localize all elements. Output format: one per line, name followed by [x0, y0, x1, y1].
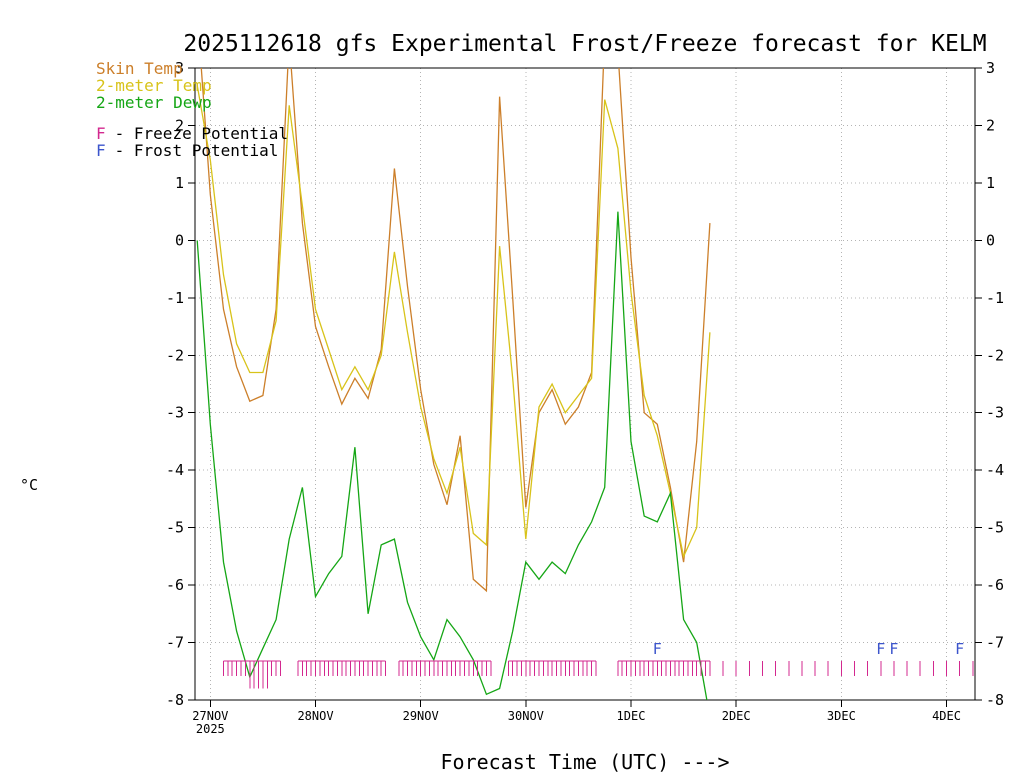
y-tick-label-right: -5 — [986, 519, 1004, 537]
x-tick-label: 27NOV — [192, 709, 228, 723]
freeze-potential-ticks — [222, 660, 974, 689]
x-tick-label: 1DEC — [617, 709, 646, 723]
legend-freeze-potential: F - Freeze Potential — [96, 125, 288, 142]
2-meter-temp-line — [196, 85, 711, 559]
y-tick-label-right: 1 — [986, 174, 995, 192]
frost-potential-F: F — [653, 640, 662, 658]
y-tick-label-left: 0 — [175, 231, 184, 249]
legend-spacer — [96, 111, 288, 125]
frost-potential-F: F — [889, 640, 898, 658]
x-axis-title: Forecast Time (UTC) ---> — [440, 750, 730, 774]
y-tick-label-left: 1 — [175, 174, 184, 192]
legend-skin-temp-label: Skin Temp — [96, 59, 183, 78]
plot-border — [194, 67, 976, 701]
y-tick-label-right: 3 — [986, 59, 995, 77]
y-tick-label-left: -5 — [166, 519, 184, 537]
legend: Skin Temp 2-meter Temp 2-meter Dewp F - F… — [96, 60, 288, 159]
series-lines — [196, 68, 711, 700]
y-tick-label-right: -7 — [986, 634, 1004, 652]
x-tick-label: 4DEC — [932, 709, 961, 723]
y-axis-labels: 3 3 2 2 1 1 0 0 -1 -1 -2 -2 -3 -3 -4 -4 -5 -5 -6 -6 -7 -7 -8 -8 — [166, 59, 1004, 709]
legend-frost-potential: F - Frost Potential — [96, 142, 288, 159]
y-tick-label-right: -3 — [986, 404, 1004, 422]
x-tick-label: 3DEC — [827, 709, 856, 723]
legend-2m-dewp: 2-meter Dewp — [96, 94, 288, 111]
frost-potential-F: F — [955, 640, 964, 658]
x-tick-label: 30NOV — [508, 709, 544, 723]
legend-2m-dewp-label: 2-meter Dewp — [96, 93, 212, 112]
y-tick-label-right: -6 — [986, 576, 1004, 594]
y-tick-label-left: 3 — [175, 59, 184, 77]
x-tick-sublabel: 2025 — [196, 722, 225, 736]
x-tick-label: 29NOV — [403, 709, 439, 723]
y-tick-label-left: -6 — [166, 576, 184, 594]
y-axis-unit-label: °C — [20, 476, 39, 494]
frost-symbol: F — [96, 141, 106, 160]
2-meter-dewp-line — [196, 211, 708, 700]
y-tick-label-right: -1 — [986, 289, 1004, 307]
y-tick-label-right: -2 — [986, 346, 1004, 364]
y-tick-label-right: -8 — [986, 691, 1004, 709]
y-tick-label-left: -7 — [166, 634, 184, 652]
y-tick-label-left: -1 — [166, 289, 184, 307]
legend-2m-temp: 2-meter Temp — [96, 77, 288, 94]
y-tick-label-left: -2 — [166, 346, 184, 364]
legend-2m-temp-label: 2-meter Temp — [96, 76, 212, 95]
chart-title: 2025112618 gfs Experimental Frost/Freeze… — [183, 31, 987, 57]
y-tick-label-right: -4 — [986, 461, 1004, 479]
legend-skin-temp: Skin Temp — [96, 60, 288, 77]
y-tick-label-right: 0 — [986, 231, 995, 249]
y-tick-label-left: -4 — [166, 461, 184, 479]
legend-freeze-label: - Freeze Potential — [114, 124, 289, 143]
frost-potential-F: F — [876, 640, 885, 658]
y-tick-label-left: 2 — [175, 116, 184, 134]
x-tick-label: 2DEC — [722, 709, 751, 723]
x-tick-label: 28NOV — [297, 709, 333, 723]
y-tick-label-right: 2 — [986, 116, 995, 134]
y-tick-label-left: -8 — [166, 691, 184, 709]
y-tick-label-left: -3 — [166, 404, 184, 422]
freeze-symbol: F — [96, 124, 106, 143]
gridlines — [195, 68, 975, 700]
legend-frost-label: - Frost Potential — [114, 141, 279, 160]
